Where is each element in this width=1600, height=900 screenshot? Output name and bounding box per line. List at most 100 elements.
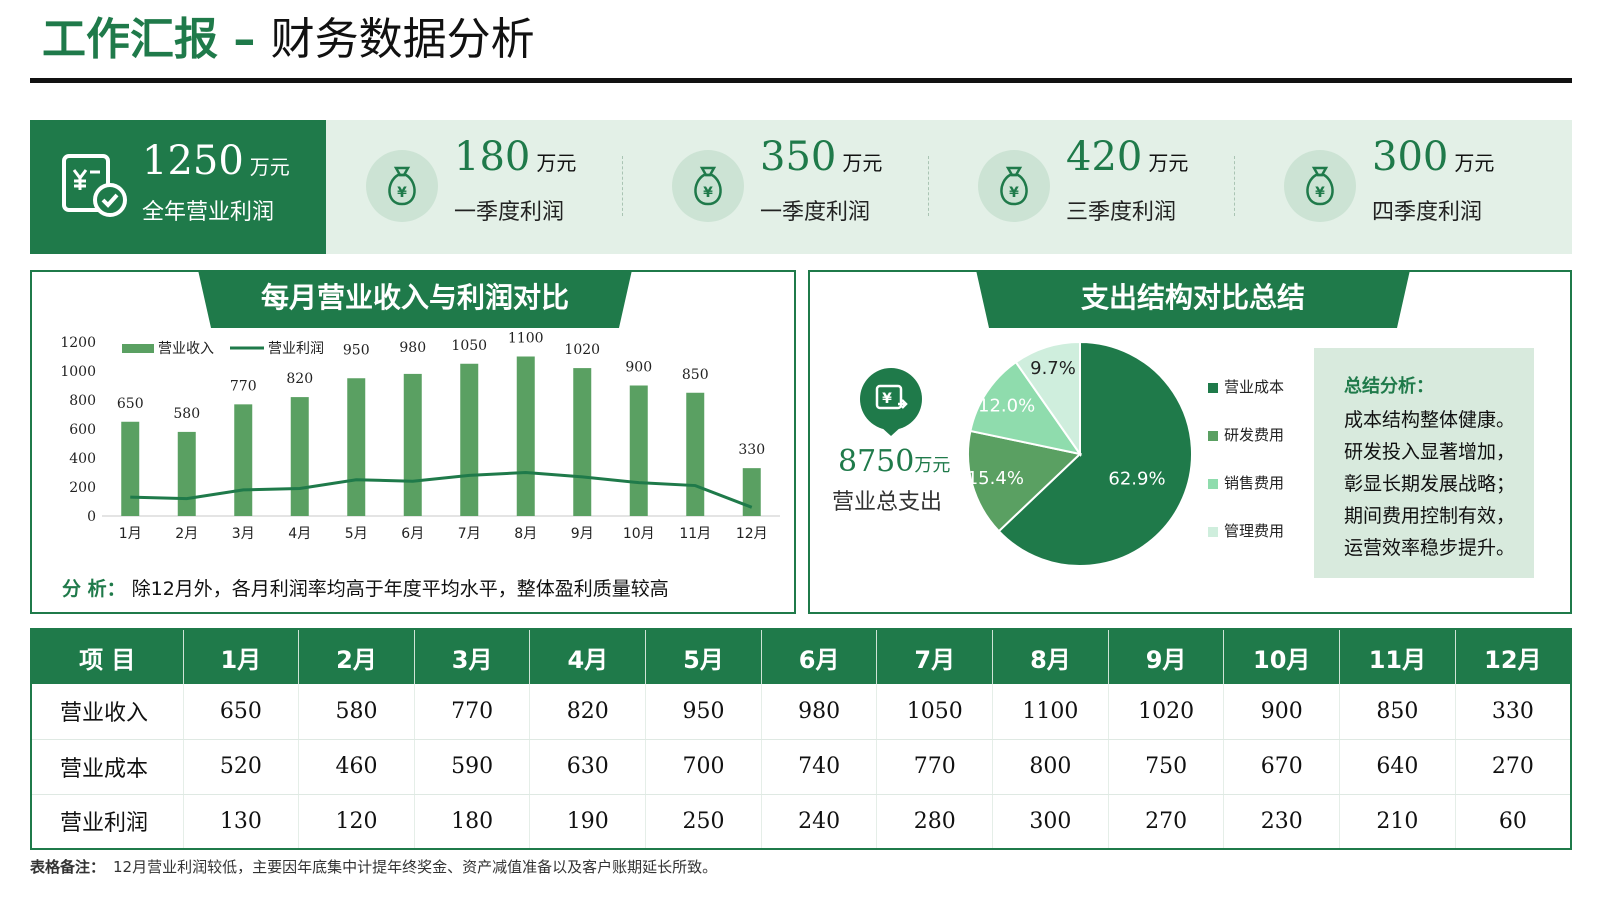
legend-label: 销售费用 — [1224, 474, 1285, 492]
y-tick-label: 400 — [69, 451, 96, 467]
bar-data-label: 850 — [682, 367, 709, 383]
svg-text:¥: ¥ — [882, 391, 892, 407]
table-header-cell: 8月 — [992, 629, 1109, 684]
kpi-strip: 1250 万元 全年营业利润 ¥ 180 万元 一季度利润 ¥ 350 万元 一季度利… — [30, 120, 1572, 254]
table-cell: 1050 — [876, 684, 994, 740]
table-header-cell: 4月 — [529, 629, 647, 684]
x-tick-label: 2月 — [175, 526, 198, 542]
table-header-cell: 7月 — [876, 629, 994, 684]
y-tick-label: 600 — [69, 422, 96, 438]
pie-legend-item: 营业成本 — [1208, 376, 1284, 424]
table-cell: 700 — [645, 739, 762, 795]
money-bag-icon: ¥ — [1284, 150, 1356, 222]
table-note: 表格备注： 12月营业利润较低，主要因年底集中计提年终奖金、资产减值准备以及客户账… — [30, 858, 718, 876]
summary-line: 彰显长期发展战略； — [1344, 473, 1516, 495]
table-cell: 300 — [992, 794, 1109, 850]
legend-swatch-revenue — [122, 344, 154, 353]
money-bag-icon: ¥ — [978, 150, 1050, 222]
table-header-cell: 9月 — [1108, 629, 1225, 684]
summary-box: 总结分析： 成本结构整体健康。 研发投入显著增加， 彰显长期发展战略； 期间费用… — [1314, 348, 1534, 578]
money-bag-icon: ¥ — [672, 150, 744, 222]
table-cell: 230 — [1223, 794, 1341, 850]
pie-data-label: 15.4% — [967, 468, 1024, 489]
bar-revenue — [234, 404, 253, 516]
y-tick-label: 0 — [87, 509, 96, 525]
pie-legend-item: 研发费用 — [1208, 424, 1284, 472]
y-tick-label: 200 — [69, 480, 96, 496]
summary-title: 总结分析： — [1344, 376, 1434, 397]
total-expense-value: 8750万元 — [838, 444, 951, 479]
table-cell: 270 — [1455, 739, 1572, 795]
monthly-chart-panel: 每月营业收入与利润对比 0 200 400 600 800 1000 1200 650 1月 58… — [30, 270, 796, 614]
expense-pie-chart: 62.9% 15.4% 12.0% 9.7% — [967, 340, 1193, 567]
table-cell: 800 — [992, 739, 1109, 795]
kpi-divider — [1234, 156, 1235, 216]
table-cell: 190 — [529, 794, 647, 850]
table-row: 营业成本 520 460 590 630 700 740 770 800 750… — [31, 739, 1572, 795]
bar-revenue — [177, 431, 196, 516]
kpi-card: ¥ 180 万元 一季度利润 — [326, 120, 638, 254]
table-cell: 900 — [1223, 684, 1341, 740]
y-tick-label: 1000 — [60, 364, 96, 380]
table-cell: 270 — [1108, 794, 1225, 850]
table-header-cell: 3月 — [414, 629, 531, 684]
legend-label: 研发费用 — [1224, 426, 1285, 444]
money-bag-icon: ¥ — [366, 150, 438, 222]
bar-data-label: 820 — [286, 371, 313, 387]
x-tick-label: 4月 — [288, 526, 311, 542]
table-cell: 630 — [529, 739, 647, 795]
table-cell: 1020 — [1108, 684, 1225, 740]
table-cell: 820 — [529, 684, 647, 740]
table-row-label: 营业成本 — [31, 739, 184, 795]
table-cell: 210 — [1339, 794, 1456, 850]
expense-panel-title: 支出结构对比总结 — [976, 270, 1410, 328]
table-header-cell: 12月 — [1455, 629, 1572, 684]
table-cell: 60 — [1455, 794, 1572, 850]
chart-analysis: 分 析： 除12月外，各月利润率均高于年度平均水平，整体盈利质量较高 — [62, 578, 669, 600]
x-tick-label: 6月 — [401, 526, 424, 542]
bar-revenue — [573, 368, 592, 516]
svg-text:¥: ¥ — [1315, 185, 1325, 201]
pie-legend-item: 销售费用 — [1208, 472, 1284, 520]
pie-data-label: 12.0% — [978, 395, 1035, 416]
legend-label-profit: 营业利润 — [268, 341, 324, 357]
expense-panel: 支出结构对比总结 ¥ 8750万元 营业总支出 62.9% 15.4% 12.0% 9… — [808, 270, 1572, 614]
svg-text:¥: ¥ — [1009, 185, 1019, 201]
bar-revenue — [516, 356, 535, 516]
table-cell: 670 — [1223, 739, 1341, 795]
page-title: 工作汇报 – 财务数据分析 — [42, 12, 535, 68]
monthly-chart: 0 200 400 600 800 1000 1200 650 1月 580 2月 770 3月 820 4… — [60, 331, 780, 542]
bar-revenue — [460, 363, 479, 516]
bar-data-label: 950 — [343, 342, 370, 358]
bar-data-label: 580 — [173, 406, 200, 422]
total-expense-label: 营业总支出 — [832, 490, 943, 515]
bar-data-label: 1100 — [508, 331, 544, 347]
table-row-label: 营业利润 — [31, 794, 184, 850]
pie-slice — [997, 340, 1193, 567]
pie-data-label: 9.7% — [1030, 358, 1076, 379]
summary-line: 研发投入显著增加， — [1344, 441, 1516, 463]
table-cell: 770 — [876, 739, 994, 795]
title-sub: 财务数据分析 — [270, 14, 535, 65]
bar-data-label: 980 — [399, 340, 426, 356]
x-tick-label: 5月 — [345, 526, 368, 542]
table-cell: 250 — [645, 794, 762, 850]
summary-line: 运营效率稳步提升。 — [1344, 537, 1516, 559]
bar-data-label: 1050 — [451, 338, 487, 354]
table-cell: 850 — [1339, 684, 1456, 740]
table-row: 营业利润 130 120 180 190 250 240 280 300 270… — [31, 794, 1572, 850]
x-tick-label: 12月 — [736, 526, 768, 542]
bar-data-label: 330 — [738, 442, 765, 458]
table-cell: 580 — [298, 684, 415, 740]
table-header-cell: 1月 — [183, 629, 300, 684]
table-cell: 1100 — [992, 684, 1109, 740]
bar-revenue — [403, 373, 422, 516]
pie-legend: 营业成本研发费用销售费用管理费用 — [1208, 376, 1284, 568]
legend-swatch — [1208, 430, 1218, 441]
pie-legend-item: 管理费用 — [1208, 520, 1284, 568]
line-profit — [130, 470, 753, 509]
table-cell: 120 — [298, 794, 415, 850]
pie-slice — [1014, 340, 1081, 458]
title-rule — [30, 78, 1572, 83]
pie-slice — [967, 429, 1083, 533]
